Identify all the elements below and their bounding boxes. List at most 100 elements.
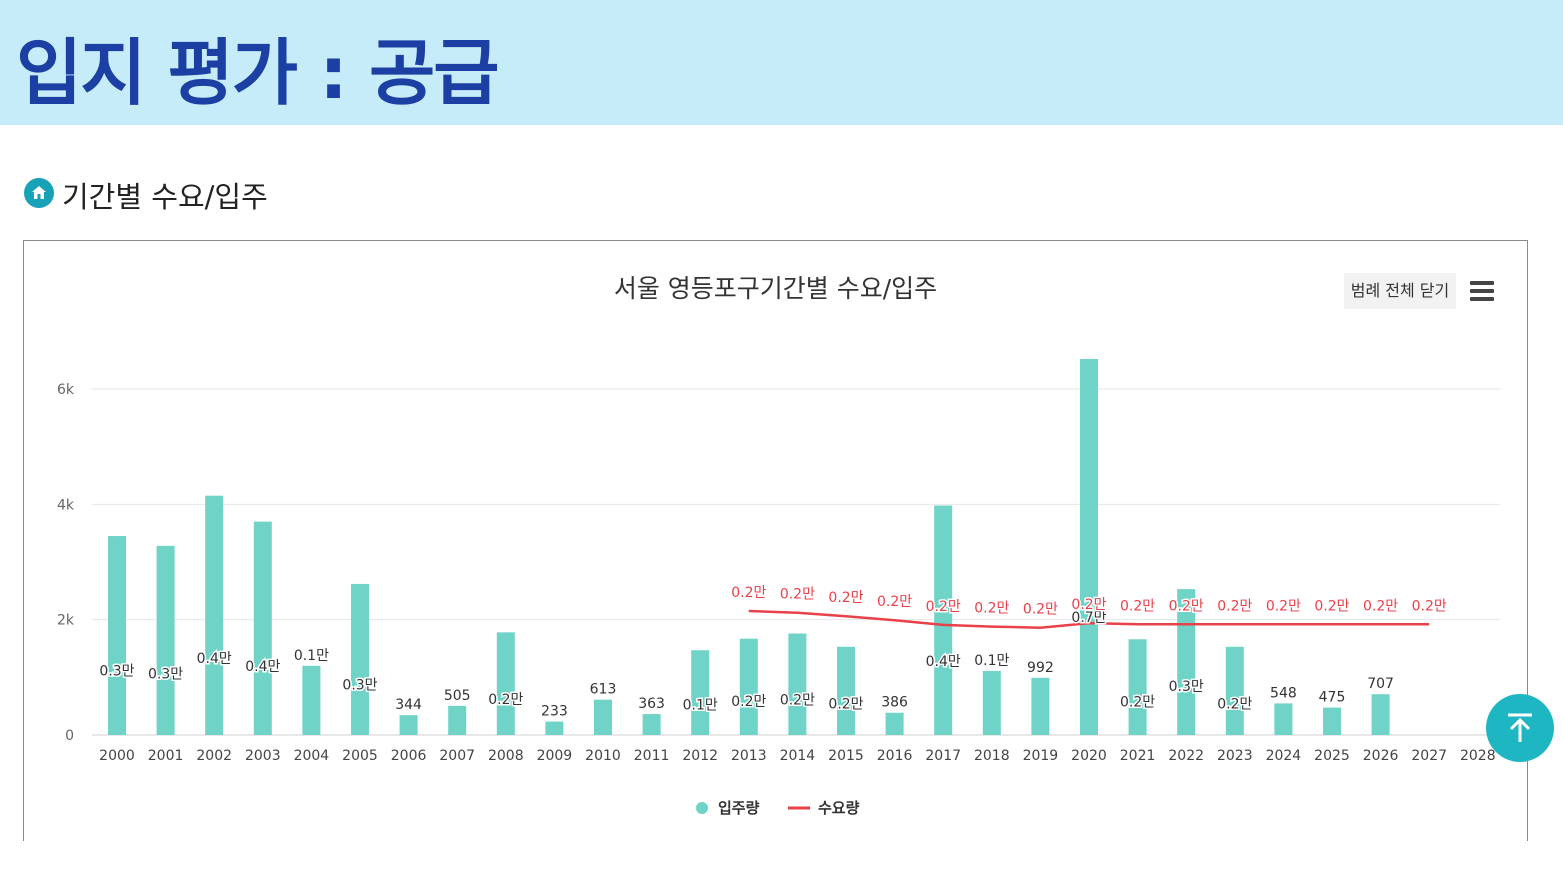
bar: [1177, 589, 1196, 735]
x-tick-label: 2014: [780, 748, 816, 764]
header-banner: 입지 평가 : 공급: [0, 0, 1563, 125]
x-tick-label: 2006: [391, 748, 427, 764]
line-data-label: 0.2만: [828, 590, 863, 606]
line-data-label: 0.2만: [780, 587, 815, 603]
x-tick-label: 2028: [1460, 748, 1496, 764]
line-data-label: 0.2만: [1363, 598, 1398, 614]
line-series-demand: [748, 609, 1430, 629]
bar: [1274, 703, 1293, 735]
x-tick-label: 2012: [682, 748, 718, 764]
x-tick-label: 2017: [925, 748, 961, 764]
bar: [1371, 694, 1390, 735]
x-tick-label: 2022: [1168, 748, 1204, 764]
y-tick-label: 0: [65, 728, 74, 744]
bar-data-label: 0.1만: [974, 653, 1009, 669]
x-tick-label: 2000: [99, 748, 135, 764]
x-tick-label: 2001: [148, 748, 184, 764]
bar: [885, 712, 904, 735]
bar: [691, 650, 710, 735]
bar-data-label: 0.1만: [294, 648, 329, 664]
arrow-up-icon: [1508, 713, 1532, 742]
bar: [496, 632, 515, 735]
chart-title: 서울 영등포구기간별 수요/입주: [613, 274, 938, 303]
line-data-label: 0.2만: [1071, 597, 1106, 613]
y-tick-label: 2k: [57, 613, 75, 629]
scroll-top-button[interactable]: [1486, 694, 1554, 762]
bar: [982, 670, 1001, 735]
bar-data-label: 344: [395, 697, 422, 713]
bar: [739, 638, 758, 735]
bar-data-label: 0.2만: [1217, 697, 1252, 713]
y-tick-label: 4k: [57, 497, 75, 513]
legend-toggle-button[interactable]: 범례 전체 닫기: [1344, 273, 1456, 309]
x-tick-label: 2016: [877, 748, 913, 764]
line-data-label: 0.2만: [926, 599, 961, 615]
bar: [351, 583, 369, 735]
x-tick-label: 2023: [1217, 748, 1253, 764]
bar: [788, 633, 807, 735]
section-title: 기간별 수요/입주: [62, 180, 268, 214]
bar-data-label: 233: [541, 704, 568, 720]
x-tick-label: 2025: [1314, 748, 1350, 764]
chart-plot: 0 2k 4k 6k 2000 2001 2002 2003 2004 2005 2006 2007 2…: [57, 359, 1500, 817]
bar-data-label: 0.3만: [342, 678, 377, 694]
hamburger-menu-icon[interactable]: [1470, 279, 1496, 307]
x-tick-label: 2004: [294, 748, 330, 764]
line-data-label: 0.2만: [1023, 602, 1058, 618]
line-data-label: 0.2만: [974, 601, 1009, 617]
bar: [545, 721, 564, 735]
bar: [594, 699, 612, 735]
line-data-label: 0.2만: [731, 585, 766, 601]
x-tick-label: 2018: [974, 748, 1010, 764]
bar-data-label: 0.3만: [1169, 679, 1204, 695]
bar-data-label: 992: [1027, 660, 1054, 676]
line-data-label: 0.2만: [1412, 598, 1447, 614]
bar-data-label: 0.2만: [731, 694, 766, 710]
x-tick-label: 2020: [1071, 748, 1107, 764]
bar-data-label: 363: [638, 696, 665, 712]
line-data-label: 0.2만: [1169, 598, 1204, 614]
home-icon: [24, 178, 54, 208]
bar-data-label: 0.4만: [926, 654, 961, 670]
legend-label-bars: 입주량: [718, 799, 760, 817]
x-tick-label: 2007: [439, 748, 475, 764]
x-tick-label: 2027: [1411, 748, 1447, 764]
page-title: 입지 평가 : 공급: [16, 31, 499, 115]
x-tick-label: 2008: [488, 748, 524, 764]
chart-container: 서울 영등포구기간별 수요/입주 범례 전체 닫기 0 2k 4k 6k 2000 200…: [23, 240, 1528, 841]
bar-data-label: 0.2만: [780, 693, 815, 709]
bar: [642, 714, 661, 735]
bar: [399, 715, 418, 735]
x-tick-label: 2013: [731, 748, 767, 764]
x-tick-label: 2010: [585, 748, 621, 764]
bar-data-label: 475: [1319, 690, 1346, 706]
bar: [1225, 646, 1244, 735]
bar-data-label: 0.2만: [828, 697, 863, 713]
bar: [1323, 707, 1341, 735]
bar: [108, 536, 126, 735]
bar-data-label: 0.3만: [148, 666, 183, 682]
line-data-label: 0.2만: [1314, 598, 1349, 614]
bar-data-label: 505: [444, 688, 471, 704]
legend-marker-bars: [696, 802, 708, 814]
x-tick-label: 2026: [1363, 748, 1399, 764]
x-tick-label: 2002: [196, 748, 232, 764]
bar: [302, 665, 321, 735]
bar-data-label: 613: [590, 682, 617, 698]
bar-data-label: 0.2만: [488, 692, 523, 708]
bar: [448, 705, 467, 735]
bar-data-label: 707: [1367, 676, 1394, 692]
x-tick-label: 2009: [537, 748, 573, 764]
bar-data-label: 0.4만: [197, 651, 232, 667]
bar-data-label: 386: [881, 695, 908, 711]
bar-data-label: 548: [1270, 685, 1297, 701]
x-tick-label: 2015: [828, 748, 864, 764]
x-tick-label: 2003: [245, 748, 281, 764]
bar-data-label: 0.1만: [683, 698, 718, 714]
bar-data-label: 0.2만: [1120, 694, 1155, 710]
bar: [837, 646, 855, 735]
x-tick-label: 2024: [1266, 748, 1302, 764]
x-tick-label: 2005: [342, 748, 378, 764]
x-tick-label: 2021: [1120, 748, 1156, 764]
bar: [934, 505, 953, 735]
